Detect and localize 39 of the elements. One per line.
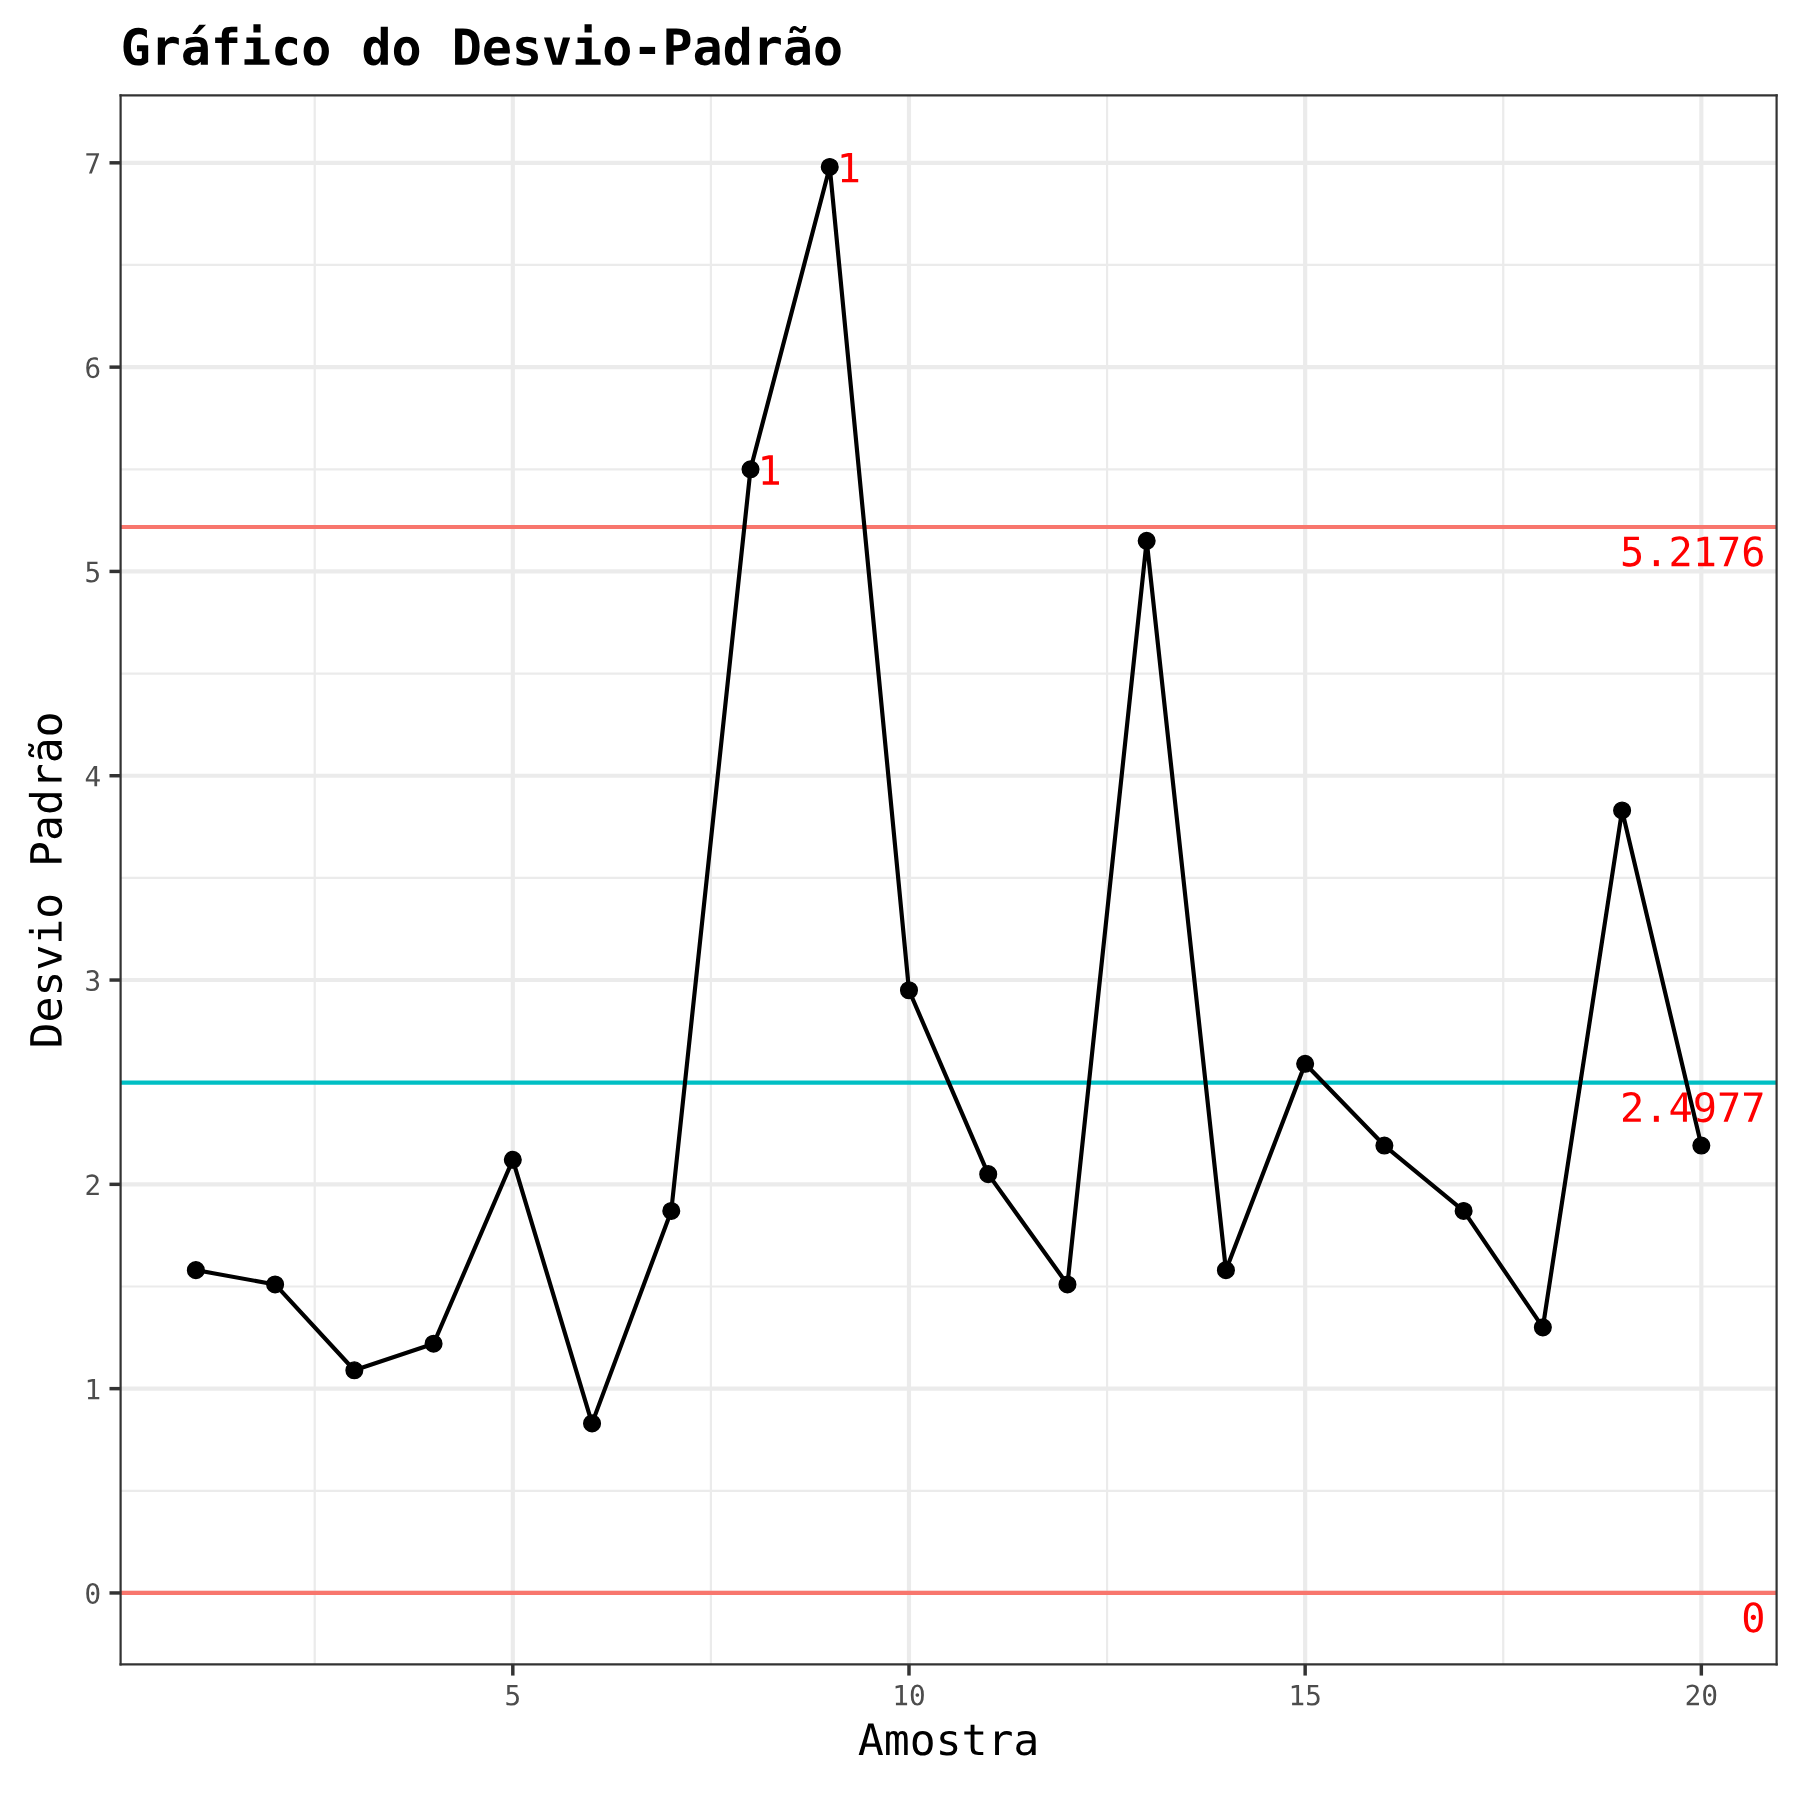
y-tick-label: 6 xyxy=(86,357,100,379)
point xyxy=(1058,1275,1077,1294)
y-tick-label: 5 xyxy=(86,561,99,583)
point xyxy=(1216,1261,1235,1280)
chart-title: Gráfico do Desvio-Padrão xyxy=(123,24,841,66)
ref-line-label: 0 xyxy=(1743,1602,1763,1633)
y-axis-title: Desvio Padrão xyxy=(28,714,63,1046)
y-tick-label: 7 xyxy=(86,153,100,174)
y-tick-label: 0 xyxy=(86,1582,100,1604)
point xyxy=(899,981,919,1000)
point xyxy=(741,460,760,479)
x-tick-label: 10 xyxy=(895,1684,924,1706)
point xyxy=(583,1414,602,1433)
point xyxy=(1692,1136,1711,1155)
point xyxy=(345,1361,364,1380)
annotation: 1 xyxy=(841,152,859,183)
point xyxy=(186,1261,205,1280)
x-tick-label: 20 xyxy=(1686,1684,1717,1706)
y-tick-label: 1 xyxy=(87,1379,100,1400)
point xyxy=(820,157,839,176)
x-axis-title: Amostra xyxy=(858,1723,1036,1756)
x-tick-label: 15 xyxy=(1291,1684,1320,1706)
point xyxy=(1454,1201,1473,1220)
point xyxy=(1296,1054,1315,1073)
point xyxy=(1375,1136,1394,1155)
point xyxy=(979,1165,998,1184)
point xyxy=(1533,1318,1552,1337)
x-tick-label: 5 xyxy=(506,1684,519,1706)
y-tick-label: 2 xyxy=(86,1174,99,1195)
y-tick-label: 4 xyxy=(85,766,100,787)
y-tick-label: 3 xyxy=(86,970,100,992)
ref-line-label: 5.2176 xyxy=(1622,536,1763,567)
point xyxy=(424,1334,443,1353)
point xyxy=(1613,801,1632,820)
point xyxy=(503,1150,522,1169)
point xyxy=(1137,531,1156,550)
annotation: 1 xyxy=(762,455,779,485)
point xyxy=(266,1275,285,1294)
point xyxy=(662,1201,681,1220)
